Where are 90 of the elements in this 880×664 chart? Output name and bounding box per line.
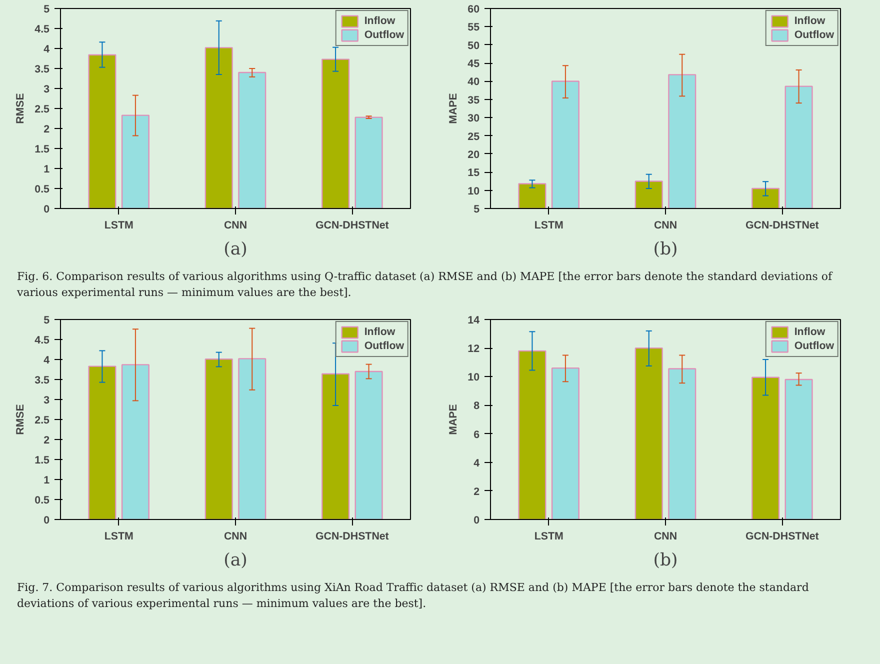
y-tick-label: 20 xyxy=(468,148,480,161)
y-tick-label: 3.5 xyxy=(34,64,50,76)
bar xyxy=(322,58,350,208)
bar xyxy=(238,358,266,520)
y-tick-label: 35 xyxy=(468,94,480,106)
bar xyxy=(238,72,266,208)
y-tick-label: 25 xyxy=(468,130,480,143)
bar xyxy=(204,47,233,208)
y-tick-label: 10 xyxy=(468,372,480,384)
x-tick-label: GCN-DHSTNet xyxy=(745,220,820,232)
bar xyxy=(354,116,383,208)
x-tick-label: CNN xyxy=(224,220,248,232)
x-tick-label: GCN-DHSTNet xyxy=(745,530,820,543)
y-tick-label: 30 xyxy=(468,112,480,125)
bar xyxy=(204,358,233,520)
bar xyxy=(322,374,350,520)
y-tick-label: 1 xyxy=(44,474,50,487)
bar xyxy=(551,368,580,520)
x-tick-label: CNN xyxy=(224,530,248,543)
y-tick-label: 4 xyxy=(44,354,50,367)
y-tick-label: 5 xyxy=(44,4,50,16)
y-tick-label: 14 xyxy=(468,314,480,327)
y-tick-label: 0 xyxy=(44,514,50,527)
y-axis-title: MAPE xyxy=(448,404,460,436)
bar xyxy=(121,114,150,208)
y-tick-label: 0 xyxy=(44,204,50,216)
bar xyxy=(354,371,383,520)
y-tick-label: 60 xyxy=(468,4,480,16)
y-tick-label: 3 xyxy=(44,84,50,96)
y-tick-label: 1 xyxy=(44,164,50,176)
y-tick-label: 40 xyxy=(468,76,480,88)
bar xyxy=(121,364,150,520)
x-tick-label: CNN xyxy=(654,530,678,543)
x-tick-label: CNN xyxy=(654,220,678,232)
y-tick-label: 10 xyxy=(468,185,480,198)
y-tick-label: 2 xyxy=(474,486,480,498)
y-tick-label: 55 xyxy=(468,22,480,34)
y-axis-title: MAPE xyxy=(448,93,460,124)
y-tick-label: 12 xyxy=(468,343,480,356)
y-tick-label: 3.5 xyxy=(34,374,50,387)
bar xyxy=(752,377,780,520)
y-tick-label: 1.5 xyxy=(34,454,50,467)
bar xyxy=(518,350,546,520)
x-tick-label: LSTM xyxy=(104,530,134,543)
y-axis-title: RMSE xyxy=(14,404,27,436)
bar xyxy=(88,54,116,208)
x-tick-label: LSTM xyxy=(104,220,134,232)
y-tick-label: 0.5 xyxy=(34,494,50,507)
y-tick-label: 4.5 xyxy=(34,334,50,347)
legend-label: Inflow xyxy=(794,325,826,340)
bar xyxy=(784,379,813,520)
y-tick-label: 6 xyxy=(474,429,480,442)
y-tick-label: 45 xyxy=(468,58,480,70)
y-axis-title: RMSE xyxy=(14,93,27,124)
x-axis-title: (b) xyxy=(653,550,678,571)
x-axis-title: (a) xyxy=(224,550,248,571)
x-tick-label: LSTM xyxy=(534,530,564,543)
y-tick-label: 4 xyxy=(44,44,50,56)
y-tick-label: 2.5 xyxy=(34,104,50,116)
y-tick-label: 4.5 xyxy=(34,24,50,36)
x-tick-label: LSTM xyxy=(534,220,564,232)
y-tick-label: 0 xyxy=(474,514,480,527)
y-tick-label: 2 xyxy=(44,124,50,136)
y-tick-label: 4 xyxy=(474,458,480,470)
y-tick-label: 15 xyxy=(468,167,480,180)
bar xyxy=(88,366,116,520)
legend-label: Outflow xyxy=(794,28,834,42)
caption: Fig. 7. Comparison results of various algorithms using XiAn Road Traffic dataset (a) RMSE and (b) MAPE [the error bars denote the standard deviations of various experimental runs — minimum values are the best]. xyxy=(17,580,810,612)
legend-label: Inflow xyxy=(364,14,396,28)
x-axis-title: (b) xyxy=(653,240,678,260)
x-axis-title: (a) xyxy=(224,240,248,260)
legend-label: Outflow xyxy=(364,339,404,354)
bar xyxy=(634,348,663,520)
x-tick-label: GCN-DHSTNet xyxy=(315,220,390,232)
y-tick-label: 1.5 xyxy=(34,144,50,156)
y-tick-label: 8 xyxy=(474,400,480,413)
y-tick-label: 0.5 xyxy=(34,184,50,196)
y-tick-label: 2.5 xyxy=(34,414,50,427)
caption: Fig. 6. Comparison results of various algorithms using Q-traffic dataset (a) RMSE and (b) MAPE [the error bars denote the standard deviations of various experimental runs — minimum values are the best]. xyxy=(17,269,834,300)
legend-label: Outflow xyxy=(794,339,834,354)
legend-label: Inflow xyxy=(794,14,826,28)
y-tick-label: 50 xyxy=(468,40,480,52)
legend-label: Outflow xyxy=(364,28,404,42)
x-tick-label: GCN-DHSTNet xyxy=(315,530,390,543)
bar xyxy=(668,368,696,520)
y-tick-label: 5 xyxy=(44,314,50,327)
y-tick-label: 5 xyxy=(474,204,480,216)
legend-label: Inflow xyxy=(364,325,396,340)
y-tick-label: 2 xyxy=(44,434,50,447)
y-tick-label: 3 xyxy=(44,394,50,407)
